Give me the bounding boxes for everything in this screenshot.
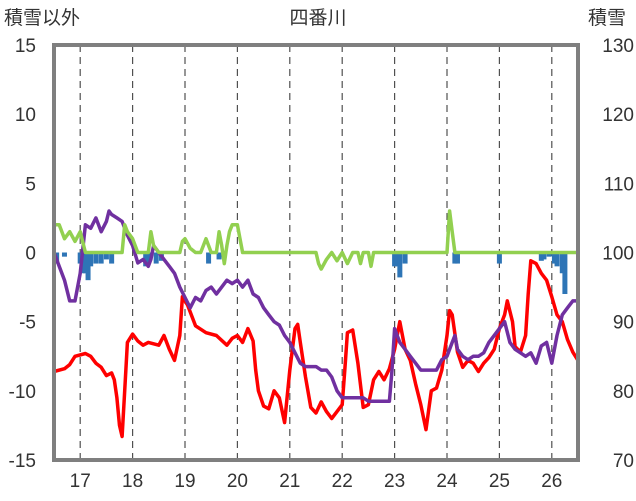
bar (61, 252, 67, 257)
bar (562, 252, 568, 294)
bar (103, 252, 109, 260)
x-tick-label: 24 (436, 471, 458, 492)
right-tick-labels: 130 120 110 100 90 80 70 (602, 36, 634, 472)
bar (454, 252, 460, 264)
right-tick-label: 120 (602, 105, 634, 126)
right-tick-label: 70 (613, 451, 634, 472)
bar (143, 252, 149, 267)
right-tick-label: 110 (604, 174, 634, 195)
x-tick-label: 17 (70, 471, 91, 492)
bar (496, 252, 502, 264)
right-tick-label: 80 (613, 382, 634, 403)
bar (216, 252, 222, 260)
x-tick-label: 25 (489, 471, 510, 492)
bar (206, 252, 212, 264)
bar (538, 252, 544, 261)
bar (145, 252, 151, 264)
bar (546, 252, 552, 257)
bar (394, 252, 400, 267)
bar (93, 252, 99, 264)
left-tick-label: 10 (15, 105, 36, 126)
left-axis-label: 積雪以外 (4, 7, 80, 29)
x-tick-label: 19 (174, 471, 195, 492)
chart-title: 四番川 (289, 7, 346, 29)
bar (85, 252, 91, 281)
bar (82, 252, 88, 274)
x-tick-label: 26 (541, 471, 562, 492)
plot-frame (52, 43, 580, 462)
right-tick-label: 90 (613, 313, 634, 334)
bar (402, 252, 408, 264)
right-axis-label: 積雪 (588, 7, 626, 29)
series-line-green (52, 209, 580, 271)
left-tick-label: 15 (15, 36, 36, 57)
x-tick-label: 22 (332, 471, 353, 492)
bar (98, 252, 104, 264)
bar (551, 252, 557, 264)
x-tick-label: 21 (279, 471, 300, 492)
left-tick-label: 0 (25, 244, 36, 265)
x-tick-labels: 17 18 19 20 21 22 23 24 25 26 (70, 471, 563, 492)
left-tick-label: -5 (19, 313, 36, 334)
bar (153, 252, 159, 264)
bar (392, 252, 398, 267)
line-series (52, 209, 580, 439)
left-tick-labels: 15 10 5 0 -5 -10 -15 (9, 36, 36, 472)
bar (541, 252, 547, 260)
series-line-purple (52, 209, 580, 403)
bar (554, 252, 560, 267)
bar (109, 252, 115, 264)
x-tick-label: 18 (122, 471, 143, 492)
right-tick-label: 100 (602, 244, 634, 265)
bar (452, 252, 458, 264)
x-tick-label: 20 (227, 471, 248, 492)
x-tick-label: 23 (384, 471, 405, 492)
bar (559, 252, 565, 274)
left-tick-label: -10 (9, 382, 36, 403)
right-tick-label: 130 (602, 36, 634, 57)
left-tick-label: -15 (9, 451, 36, 472)
bar-series (54, 252, 568, 294)
bar (88, 252, 94, 267)
left-tick-label: 5 (25, 174, 36, 195)
bar (397, 252, 403, 278)
series-line-red (52, 259, 580, 439)
